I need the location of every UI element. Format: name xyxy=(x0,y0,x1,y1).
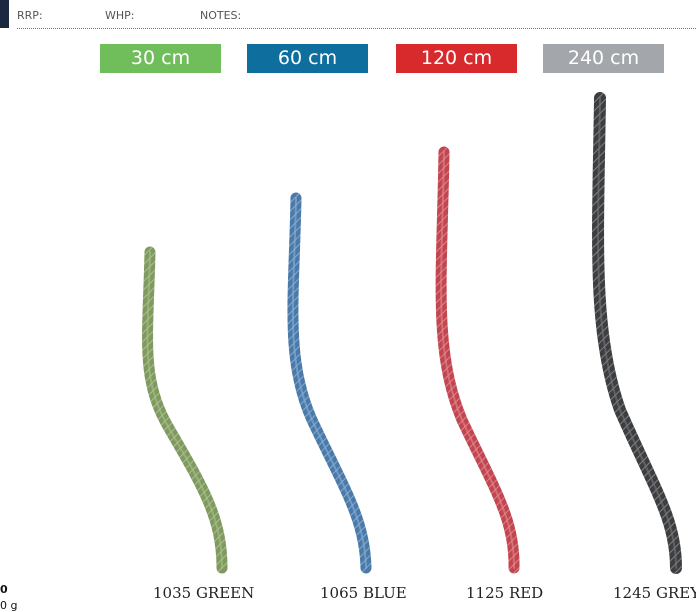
size-badge-60: 60 cm xyxy=(247,44,368,73)
product-label-grey: 1245 GREY xyxy=(613,584,696,602)
product-label-red: 1125 RED xyxy=(466,584,544,602)
notes-label: NOTES: xyxy=(200,9,242,22)
size-badge-120: 120 cm xyxy=(396,44,517,73)
rope-green xyxy=(142,246,228,574)
product-label-blue: 1065 BLUE xyxy=(320,584,407,602)
rrp-label: RRP: xyxy=(17,9,43,22)
rope-blue xyxy=(287,192,372,574)
price-header: RRP: WHP: NOTES: xyxy=(17,8,696,29)
rope-red xyxy=(435,146,520,574)
product-label-green: 1035 GREEN xyxy=(153,584,255,602)
cut-off-text-bottom: 0 g xyxy=(0,599,18,612)
rope-grey xyxy=(592,92,682,574)
size-badge-30: 30 cm xyxy=(100,44,221,73)
cut-off-text-top: 0 xyxy=(0,583,8,596)
whp-label: WHP: xyxy=(105,9,135,22)
corner-block xyxy=(0,0,9,28)
size-badge-240: 240 cm xyxy=(543,44,664,73)
